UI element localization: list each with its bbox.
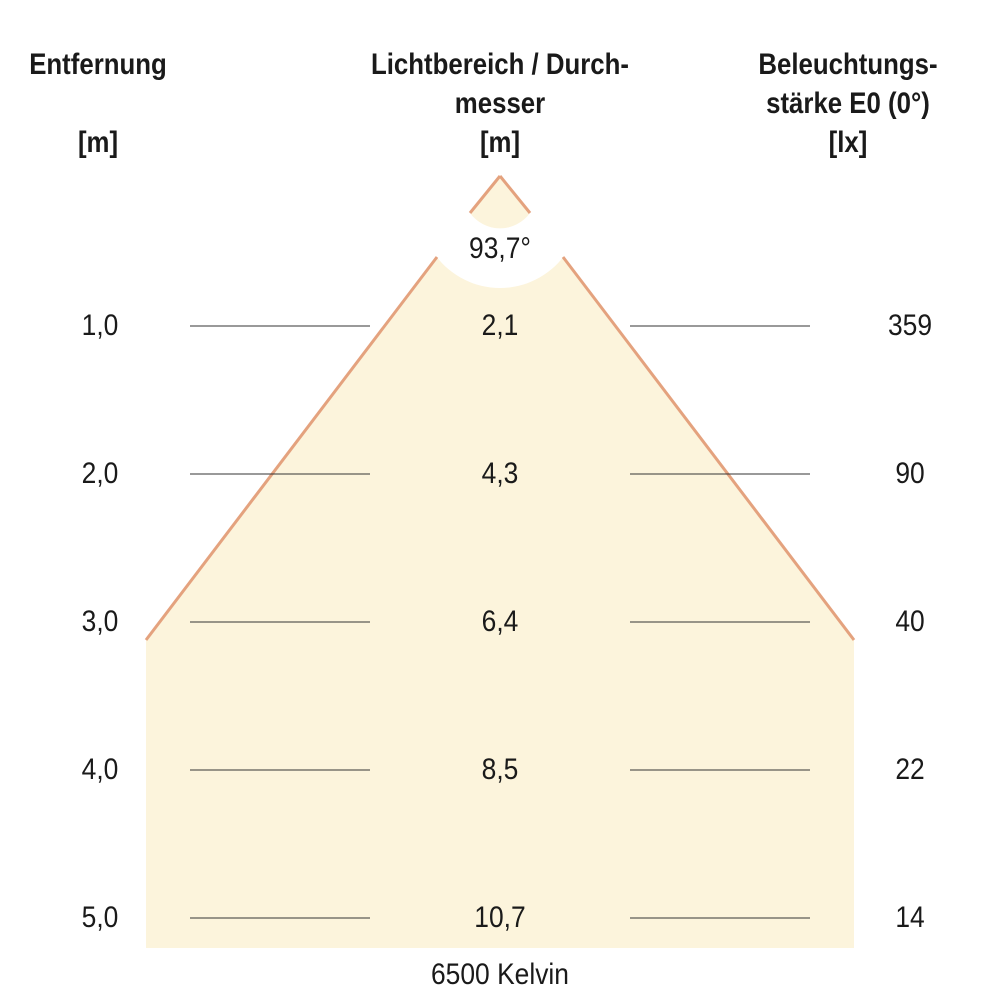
distance-value: 4,0 bbox=[81, 753, 119, 786]
distance-header-line-3: [m] bbox=[77, 126, 119, 159]
distance-header-line-2 bbox=[14, 84, 183, 123]
diameter-header-line-1: Lichtbereich / Durch- bbox=[370, 48, 630, 81]
diameter-value: 8,5 bbox=[481, 753, 519, 786]
beam-edge-right-top bbox=[498, 175, 532, 214]
color-temperature-label: 6500 Kelvin bbox=[431, 958, 569, 991]
light-cone-fill bbox=[146, 176, 854, 948]
beam-edge-left-top bbox=[468, 175, 502, 214]
angle-label-cutout bbox=[436, 213, 564, 288]
illuminance-value: 14 bbox=[895, 901, 925, 934]
diameter-value: 6,4 bbox=[481, 605, 519, 638]
illuminance-header-line-3: [lx] bbox=[828, 126, 868, 159]
diameter-value: 4,3 bbox=[481, 457, 519, 490]
illuminance-header-line-1: Beleuchtungs- bbox=[758, 48, 938, 81]
distance-value: 3,0 bbox=[81, 605, 119, 638]
diameter-value: 2,1 bbox=[481, 309, 519, 342]
distance-header: Entfernung [m] bbox=[14, 45, 183, 162]
illuminance-value: 40 bbox=[895, 605, 925, 638]
diameter-value: 10,7 bbox=[474, 901, 526, 934]
illuminance-header: Beleuchtungs- stärke E0 (0°) [lx] bbox=[738, 45, 958, 162]
diameter-header-line-2: messer bbox=[454, 87, 546, 120]
diameter-header-line-3: [m] bbox=[479, 126, 521, 159]
illuminance-value: 90 bbox=[895, 457, 925, 490]
distance-header-line-1: Entfernung bbox=[29, 48, 167, 81]
distance-value: 2,0 bbox=[81, 457, 119, 490]
beam-edge-left bbox=[144, 256, 439, 641]
diameter-header: Lichtbereich / Durch- messer [m] bbox=[354, 45, 646, 162]
illuminance-value: 359 bbox=[887, 309, 933, 342]
illuminance-value: 22 bbox=[895, 753, 925, 786]
beam-edge-right bbox=[561, 256, 856, 641]
illuminance-header-line-2: stärke E0 (0°) bbox=[766, 87, 930, 120]
distance-grid-lines bbox=[190, 325, 810, 919]
beam-angle-label: 93,7° bbox=[469, 232, 531, 265]
distance-value: 5,0 bbox=[81, 901, 119, 934]
distance-value: 1,0 bbox=[81, 309, 119, 342]
